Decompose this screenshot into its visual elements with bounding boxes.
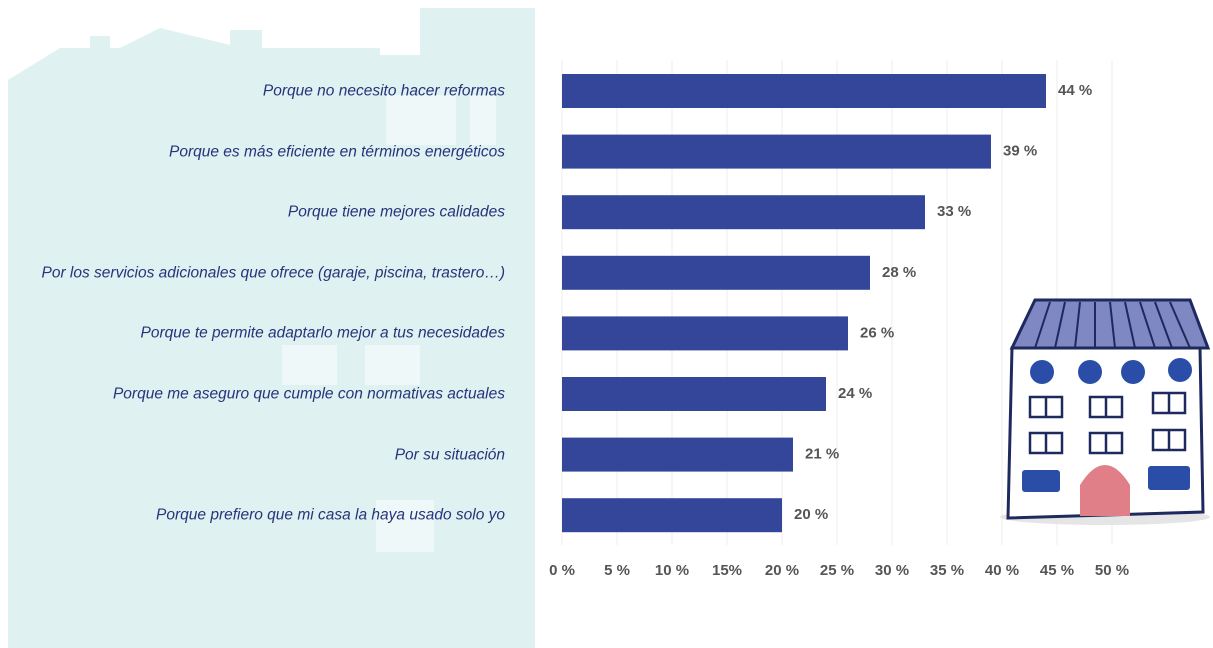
x-tick-label: 0 % [549, 562, 575, 579]
bars [562, 74, 1046, 533]
bar [562, 377, 826, 411]
x-tick-label: 45 % [1040, 562, 1074, 579]
category-label: Porque te permite adaptarlo mejor a tus … [140, 324, 505, 342]
value-label: 39 % [1003, 143, 1037, 160]
x-tick-label: 15% [712, 562, 742, 579]
value-label: 44 % [1058, 82, 1092, 99]
category-label: Porque me aseguro que cumple con normati… [112, 385, 505, 403]
bar [562, 255, 870, 290]
category-label: Porque es más eficiente en términos ener… [168, 143, 505, 161]
category-label: Por los servicios adicionales que ofrece… [41, 264, 506, 282]
value-label: 33 % [937, 203, 971, 220]
x-tick-label: 50 % [1095, 562, 1129, 579]
background-house [8, 8, 535, 648]
bar [562, 195, 925, 230]
category-label: Porque tiene mejores calidades [287, 203, 505, 221]
x-tick-label: 40 % [985, 562, 1019, 579]
x-tick-label: 35 % [930, 562, 964, 579]
bar [562, 498, 782, 533]
value-label: 26 % [860, 324, 894, 341]
bar [562, 74, 1046, 108]
x-tick-label: 5 % [604, 562, 630, 579]
category-label: Por su situación [394, 446, 505, 464]
building-illustration [1000, 298, 1211, 525]
category-label: Porque no necesito hacer reformas [262, 82, 505, 100]
category-label: Porque prefiero que mi casa la haya usad… [156, 506, 505, 524]
bar [562, 437, 793, 472]
value-label: 20 % [794, 506, 828, 523]
value-label: 24 % [838, 385, 872, 402]
x-tick-label: 25 % [820, 562, 854, 579]
x-tick-label: 10 % [655, 562, 689, 579]
value-label: 21 % [805, 446, 839, 463]
x-tick-label: 20 % [765, 562, 799, 579]
value-label: 28 % [882, 264, 916, 281]
bar [562, 316, 848, 351]
bar [562, 134, 991, 169]
x-tick-label: 30 % [875, 562, 909, 579]
